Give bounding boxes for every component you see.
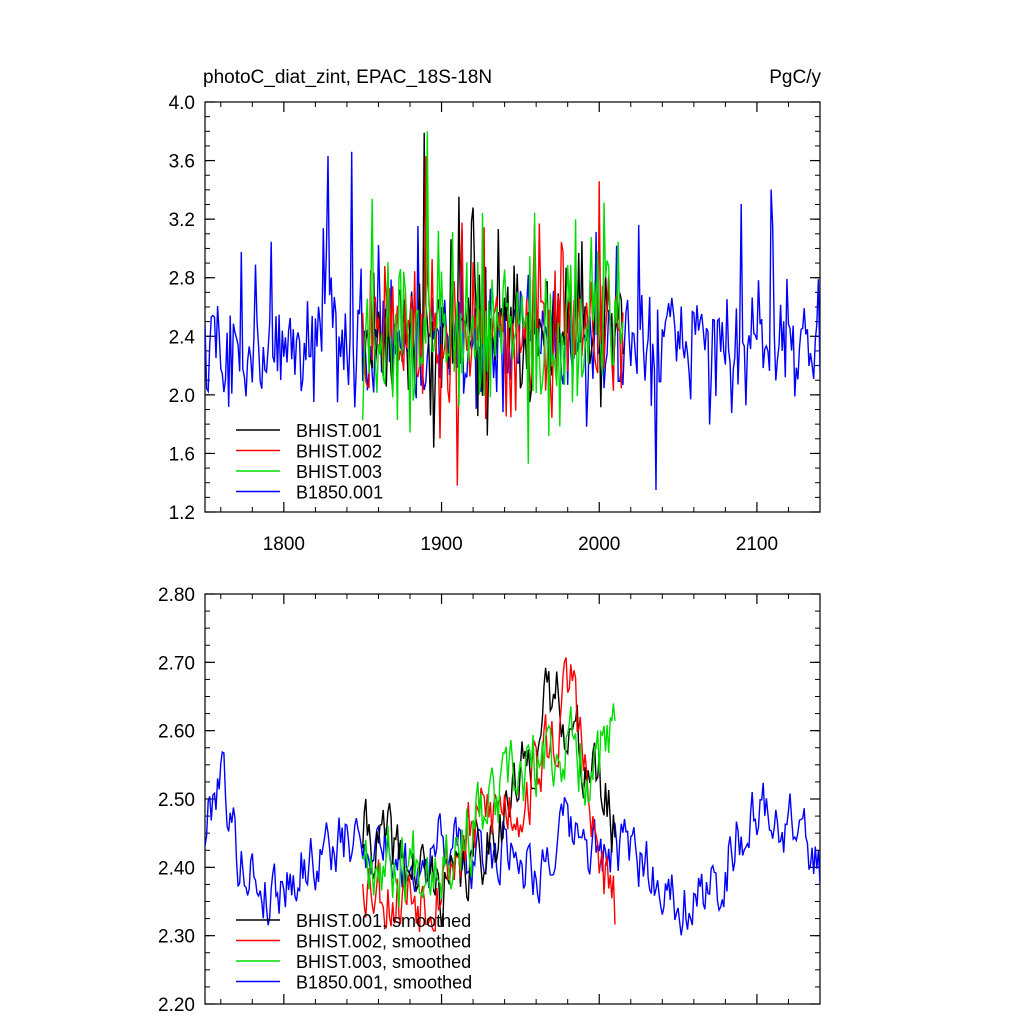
bottom-y-tick-label: 2.80 bbox=[158, 585, 195, 606]
top-y-tick-label: 1.2 bbox=[169, 503, 195, 524]
bottom-series-b1850-001-smoothed bbox=[205, 750, 820, 936]
units-label: PgC/y bbox=[769, 67, 821, 88]
bottom-y-tick-label: 2.30 bbox=[158, 927, 195, 948]
bottom-y-tick-label: 2.20 bbox=[158, 995, 195, 1016]
top-plot-series bbox=[205, 131, 820, 491]
top-series-bhist-003 bbox=[362, 131, 624, 464]
bottom-y-tick-label: 2.70 bbox=[158, 653, 195, 674]
top-x-tick-label: 2000 bbox=[578, 534, 620, 555]
top-y-tick-label: 1.6 bbox=[169, 444, 195, 465]
bottom-y-tick-label: 2.40 bbox=[158, 858, 195, 879]
top-x-tick-label: 1800 bbox=[263, 534, 305, 555]
bottom-legend-label: BHIST.002, smoothed bbox=[296, 932, 471, 952]
top-y-tick-label: 2.8 bbox=[169, 269, 195, 290]
top-legend-label: BHIST.001 bbox=[296, 421, 382, 441]
top-y-tick-label: 2.0 bbox=[169, 386, 195, 407]
top-y-tick-label: 2.4 bbox=[169, 327, 196, 348]
top-x-tick-label: 1900 bbox=[420, 534, 462, 555]
bottom-y-tick-label: 2.60 bbox=[158, 722, 195, 743]
top-legend-label: BHIST.002 bbox=[296, 442, 382, 462]
bottom-y-tick-label: 2.50 bbox=[158, 790, 195, 811]
top-legend-label: BHIST.003 bbox=[296, 462, 382, 482]
bottom-legend-label: BHIST.003, smoothed bbox=[296, 952, 471, 972]
top-y-tick-label: 4.0 bbox=[169, 93, 195, 114]
bottom-series-bhist-003-smoothed bbox=[362, 703, 616, 908]
bottom-series-bhist-001-smoothed bbox=[362, 667, 616, 927]
top-plot-axes: 1.2 1.6 2.0 2.4 2.8 3.2 3.6 4.0 1800 1900 2000 2100 bbox=[169, 93, 821, 555]
bottom-legend-label: BHIST.001, smoothed bbox=[296, 911, 471, 931]
top-x-tick-label: 2100 bbox=[736, 534, 778, 555]
top-y-tick-label: 3.6 bbox=[169, 152, 195, 173]
bottom-plot-axes: 2.20 2.30 2.40 2.50 2.60 2.70 2.80 bbox=[158, 585, 821, 1016]
top-y-tick-label: 3.2 bbox=[169, 210, 195, 231]
top-legend-label: B1850.001 bbox=[296, 483, 383, 503]
bottom-legend-label: B1850.001, smoothed bbox=[296, 973, 472, 993]
chart-title: photoC_diat_zint, EPAC_18S-18N bbox=[203, 67, 492, 88]
bottom-plot-series bbox=[205, 657, 820, 936]
